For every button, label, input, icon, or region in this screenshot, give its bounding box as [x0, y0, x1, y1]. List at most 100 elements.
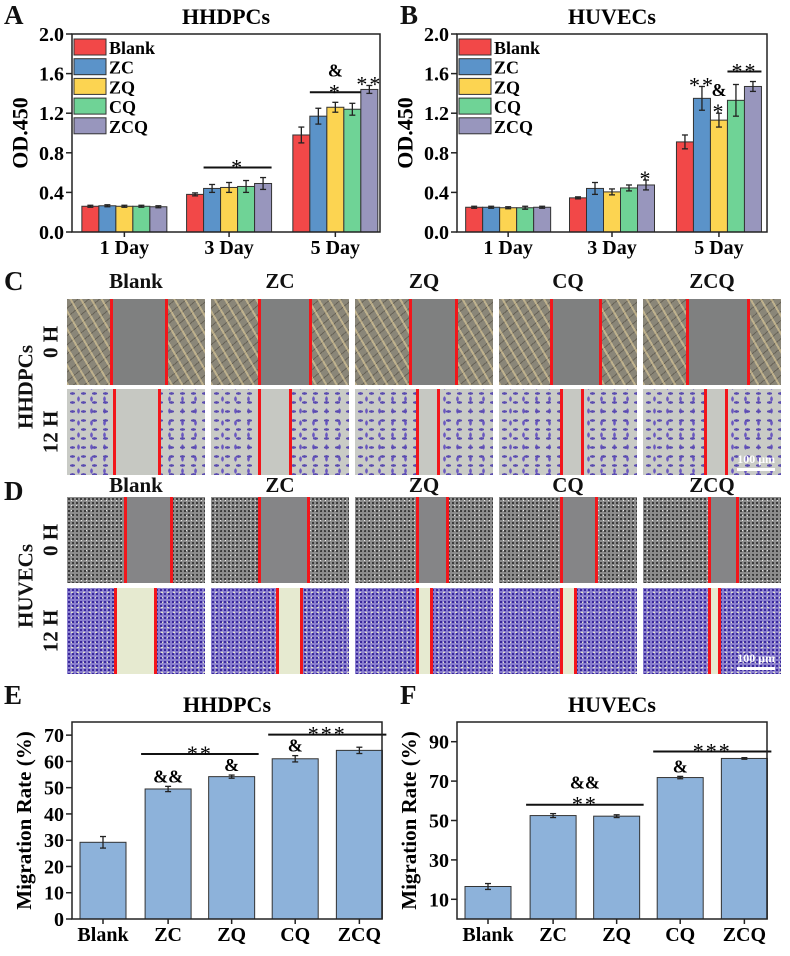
scratch-image-zcq-0h: [643, 497, 781, 583]
y-tick-label: 2.0: [424, 24, 449, 46]
x-tick-label: ZCQ: [338, 924, 381, 946]
scratch-edge-line: [454, 299, 458, 385]
scratch-gap: [259, 389, 290, 475]
significance-mark: **: [731, 59, 757, 84]
legend-label: ZCQ: [109, 117, 148, 137]
plot-frame: [71, 721, 383, 920]
scratch-edge-line: [114, 588, 118, 674]
x-tick-label: Blank: [462, 924, 514, 946]
significance-mark: **: [689, 72, 715, 97]
bar-zcq: [743, 85, 762, 233]
scratch-edge-line: [276, 588, 280, 674]
significance-mark: **: [356, 71, 382, 96]
scratch-edge-line: [299, 588, 303, 674]
scratch-image-zcq-0h: [643, 299, 781, 385]
x-tick-label: ZQ: [602, 924, 631, 946]
legend-swatch: [458, 77, 492, 95]
column-header-blank: Blank: [109, 269, 163, 293]
scratch-edge-line: [416, 389, 420, 475]
significance-mark: &: [673, 756, 688, 776]
y-tick-label: 0: [54, 909, 64, 931]
legend-label: Blank: [494, 38, 540, 58]
bar-cq: [132, 205, 151, 233]
panel-label-a: A: [4, 0, 24, 30]
scratch-edge-line: [735, 497, 739, 583]
scale-bar-line: [737, 468, 775, 471]
x-tick-label: ZQ: [217, 924, 246, 946]
scratch-image-zq-12h: [355, 389, 493, 475]
bar-zq: [220, 186, 239, 233]
scratch-image-cq-12h: [499, 588, 637, 674]
scratch-edge-line: [258, 497, 262, 583]
bar-zcq: [149, 206, 168, 233]
bar-zc: [309, 115, 328, 233]
bar-blank: [569, 197, 587, 233]
scratch-image-zq-0h: [355, 497, 493, 583]
bar-cq: [237, 185, 256, 233]
bar-zq: [603, 191, 621, 233]
chart-title: HUVECs: [568, 692, 656, 717]
bar-blank: [81, 205, 100, 233]
y-tick-label: 1.6: [39, 64, 64, 86]
scratch-image-zc-0h: [211, 299, 349, 385]
y-tick-label: 0.4: [424, 182, 449, 204]
legend-label: ZC: [494, 58, 519, 78]
significance-mark: &: [711, 80, 726, 100]
scratch-edge-line: [416, 588, 420, 674]
scratch-gap: [417, 497, 448, 583]
column-header-zcq: ZCQ: [689, 269, 735, 293]
scratch-edge-line: [717, 588, 721, 674]
scratch-gap: [417, 588, 431, 674]
chart-title: HUVECs: [568, 4, 656, 29]
scratch-edge-line: [560, 389, 564, 475]
chart-title: HHDPCs: [182, 4, 270, 29]
scratch-gap: [709, 497, 737, 583]
scratch-image-cq-0h: [499, 497, 637, 583]
y-tick-label: 0.4: [39, 182, 64, 204]
bar-zc: [692, 97, 711, 233]
bar-zq: [499, 207, 518, 233]
scratch-edge-line: [686, 299, 690, 385]
panel-label-c: C: [4, 266, 24, 296]
scratch-image-blank-12h: [67, 588, 205, 674]
y-tick-label: 1.2: [39, 103, 64, 125]
column-header-zq: ZQ: [408, 269, 440, 293]
x-tick-label: 5 Day: [694, 237, 743, 259]
scratch-edge-line: [446, 497, 450, 583]
scratch-edge-line: [704, 389, 708, 475]
bar-zq: [593, 815, 641, 920]
time-label: 0 H: [38, 325, 63, 359]
scratch-image-blank-12h: [67, 389, 205, 475]
legend-label: Blank: [109, 38, 155, 58]
legend-label: CQ: [109, 97, 136, 117]
significance-mark: &: [224, 755, 239, 775]
y-tick-label: 30: [429, 850, 449, 872]
scratch-image-blank-0h: [67, 497, 205, 583]
panel-label-d: D: [4, 476, 24, 506]
x-tick-label: CQ: [665, 924, 695, 946]
scratch-edge-line: [112, 389, 116, 475]
bar-zq: [115, 205, 134, 233]
legend-swatch: [73, 117, 107, 135]
plot-frame: [71, 33, 381, 233]
scratch-gap: [705, 389, 726, 475]
scratch-gap: [277, 588, 301, 674]
scratch-edge-line: [550, 299, 554, 385]
y-axis-label: OD.450: [8, 97, 33, 169]
bar-blank: [465, 206, 484, 233]
y-tick-label: 60: [44, 751, 64, 773]
x-tick-label: 1 Day: [100, 237, 149, 259]
y-axis-label: OD.450: [393, 97, 418, 169]
panel-label-f: F: [400, 680, 417, 710]
legend-swatch: [458, 117, 492, 135]
significance-mark: **: [572, 792, 598, 817]
column-header-cq: CQ: [552, 473, 584, 497]
scratch-gap: [111, 299, 167, 385]
x-tick-label: ZC: [154, 924, 182, 946]
scratch-gap: [561, 389, 582, 475]
legend-swatch: [458, 58, 492, 76]
panel-label-b: B: [400, 0, 419, 30]
legend-swatch: [73, 97, 107, 115]
scratch-edge-line: [309, 299, 313, 385]
scratch-edge-line: [154, 588, 158, 674]
